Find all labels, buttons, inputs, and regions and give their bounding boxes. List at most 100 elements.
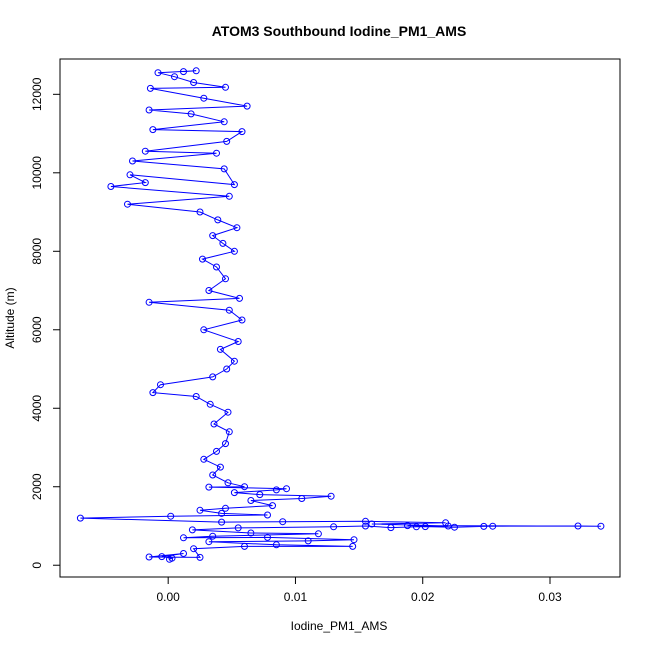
data-point bbox=[225, 428, 233, 436]
data-point bbox=[272, 541, 280, 549]
data-point bbox=[233, 224, 241, 232]
data-point bbox=[236, 294, 243, 302]
data-point bbox=[225, 192, 233, 200]
data-point bbox=[190, 545, 198, 553]
x-tick-label: 0.00 bbox=[157, 590, 181, 604]
data-point bbox=[404, 522, 411, 530]
data-point bbox=[213, 263, 220, 271]
data-point bbox=[196, 208, 204, 216]
data-point bbox=[298, 495, 306, 502]
data-point bbox=[107, 183, 115, 190]
data-point bbox=[234, 524, 242, 532]
data-point bbox=[200, 326, 208, 334]
data-point bbox=[205, 483, 213, 491]
data-point bbox=[180, 68, 187, 76]
data-point bbox=[180, 534, 187, 542]
series-line bbox=[80, 70, 601, 560]
data-point bbox=[218, 518, 226, 526]
data-point bbox=[190, 79, 198, 86]
data-point bbox=[247, 529, 255, 537]
x-tick-label: 0.02 bbox=[411, 590, 435, 604]
data-point bbox=[304, 537, 312, 545]
data-point bbox=[224, 479, 232, 487]
data-point bbox=[76, 514, 84, 522]
data-point bbox=[421, 523, 429, 531]
data-point bbox=[141, 147, 149, 155]
data-point bbox=[209, 232, 217, 240]
data-point bbox=[222, 440, 229, 448]
data-point bbox=[349, 542, 357, 550]
data-point bbox=[214, 216, 222, 224]
data-point bbox=[314, 530, 322, 538]
data-point bbox=[209, 532, 217, 540]
data-point bbox=[219, 239, 227, 247]
data-point bbox=[196, 506, 204, 514]
data-point bbox=[387, 524, 395, 532]
data-point bbox=[187, 110, 195, 118]
y-tick-label: 8000 bbox=[30, 238, 44, 265]
data-point bbox=[279, 518, 287, 526]
data-point bbox=[330, 523, 338, 531]
data-point bbox=[243, 102, 251, 110]
data-point bbox=[209, 471, 217, 479]
data-point bbox=[442, 519, 450, 527]
data-point bbox=[350, 536, 358, 544]
data-point bbox=[574, 522, 582, 530]
data-point bbox=[192, 67, 200, 75]
data-point bbox=[200, 455, 208, 463]
data-point bbox=[238, 128, 246, 136]
data-point bbox=[230, 357, 238, 365]
data-point bbox=[158, 553, 166, 561]
data-point bbox=[141, 179, 149, 187]
data-point bbox=[412, 523, 420, 531]
y-tick-label: 12000 bbox=[30, 77, 44, 111]
data-point bbox=[213, 447, 220, 455]
data-point bbox=[489, 522, 497, 530]
x-tick-label: 0.01 bbox=[284, 590, 308, 604]
data-point bbox=[192, 393, 200, 400]
y-tick-label: 0 bbox=[30, 562, 44, 569]
data-point bbox=[196, 553, 204, 561]
data-point bbox=[223, 365, 231, 373]
data-point bbox=[154, 69, 162, 77]
data-point bbox=[216, 463, 224, 471]
plot-frame bbox=[59, 58, 621, 578]
y-axis-label: Altitude (m) bbox=[3, 287, 17, 348]
data-point bbox=[597, 522, 605, 530]
data-point bbox=[327, 492, 335, 500]
data-point bbox=[200, 94, 208, 102]
data-point bbox=[230, 247, 238, 255]
data-point bbox=[218, 509, 226, 517]
data-point bbox=[199, 255, 206, 263]
data-point bbox=[362, 517, 369, 525]
data-point bbox=[149, 389, 157, 397]
data-point bbox=[222, 83, 229, 91]
data-point bbox=[241, 483, 248, 491]
data-point bbox=[362, 522, 369, 530]
data-point bbox=[247, 497, 255, 504]
data-point bbox=[146, 84, 154, 92]
data-point bbox=[171, 73, 178, 81]
data-point bbox=[210, 420, 218, 428]
data-point bbox=[209, 373, 217, 381]
x-tick-label: 0.03 bbox=[538, 590, 562, 604]
data-point bbox=[241, 542, 248, 550]
data-point bbox=[223, 137, 231, 145]
data-point bbox=[168, 554, 176, 562]
data-point bbox=[213, 149, 220, 157]
y-axis: 0 2000 4000 6000 8000 10000 12000 bbox=[30, 77, 61, 569]
data-point bbox=[205, 538, 213, 546]
data-point bbox=[480, 522, 488, 530]
data-point bbox=[149, 126, 157, 134]
y-tick-label: 2000 bbox=[30, 473, 44, 500]
data-point bbox=[230, 489, 238, 497]
data-point bbox=[368, 520, 376, 528]
data-point bbox=[238, 316, 246, 324]
y-tick-label: 10000 bbox=[30, 156, 44, 190]
data-point bbox=[216, 345, 224, 353]
data-point bbox=[124, 200, 131, 208]
data-point bbox=[222, 504, 229, 512]
data-point bbox=[234, 338, 242, 345]
data-point bbox=[264, 533, 271, 541]
